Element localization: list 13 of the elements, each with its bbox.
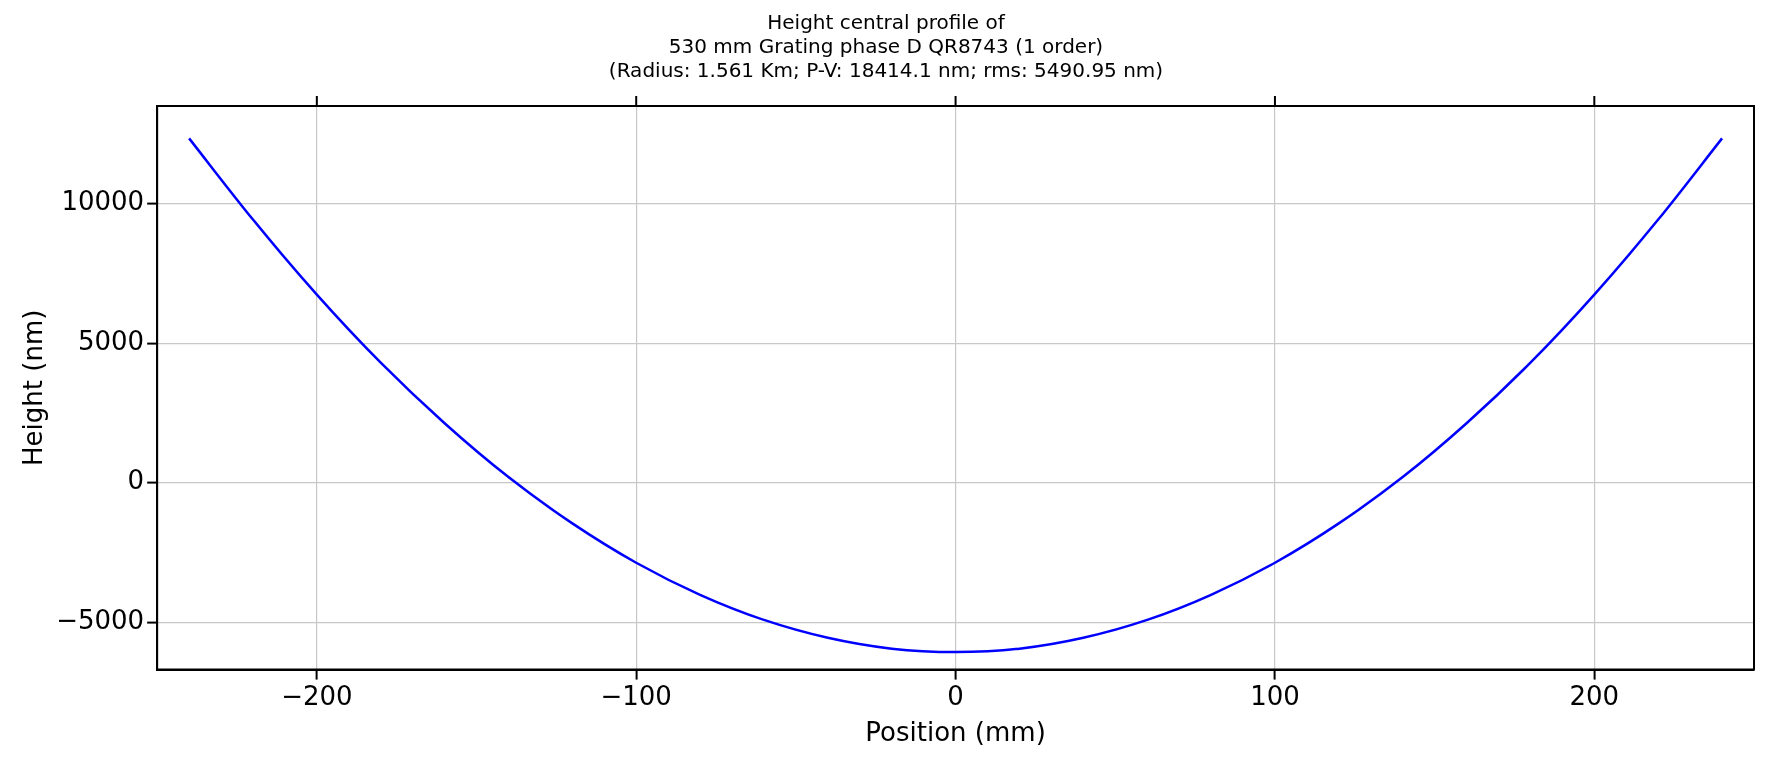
x-tick-label: 0 xyxy=(947,680,964,711)
y-tick-label: 5000 xyxy=(77,325,145,356)
chart-title: Height central profile of 530 mm Grating phase D QR8743 (1 order) (Radius: 1.561 Km; P-V: 18414.1 nm; rms: 5490.95 nm) xyxy=(608,10,1164,83)
x-tick-label: −200 xyxy=(281,680,353,711)
x-tick-label: 200 xyxy=(1569,680,1620,711)
y-axis-title: Height (nm) xyxy=(18,309,49,466)
y-tick-label: 0 xyxy=(127,465,145,496)
x-tick-label: 100 xyxy=(1250,680,1300,711)
line-series xyxy=(187,137,1724,654)
x-tick-label: −100 xyxy=(600,680,672,711)
y-tick-label: 10000 xyxy=(61,186,145,217)
x-axis-title: Position (mm) xyxy=(865,717,1046,748)
y-tick-label: −5000 xyxy=(56,604,145,635)
